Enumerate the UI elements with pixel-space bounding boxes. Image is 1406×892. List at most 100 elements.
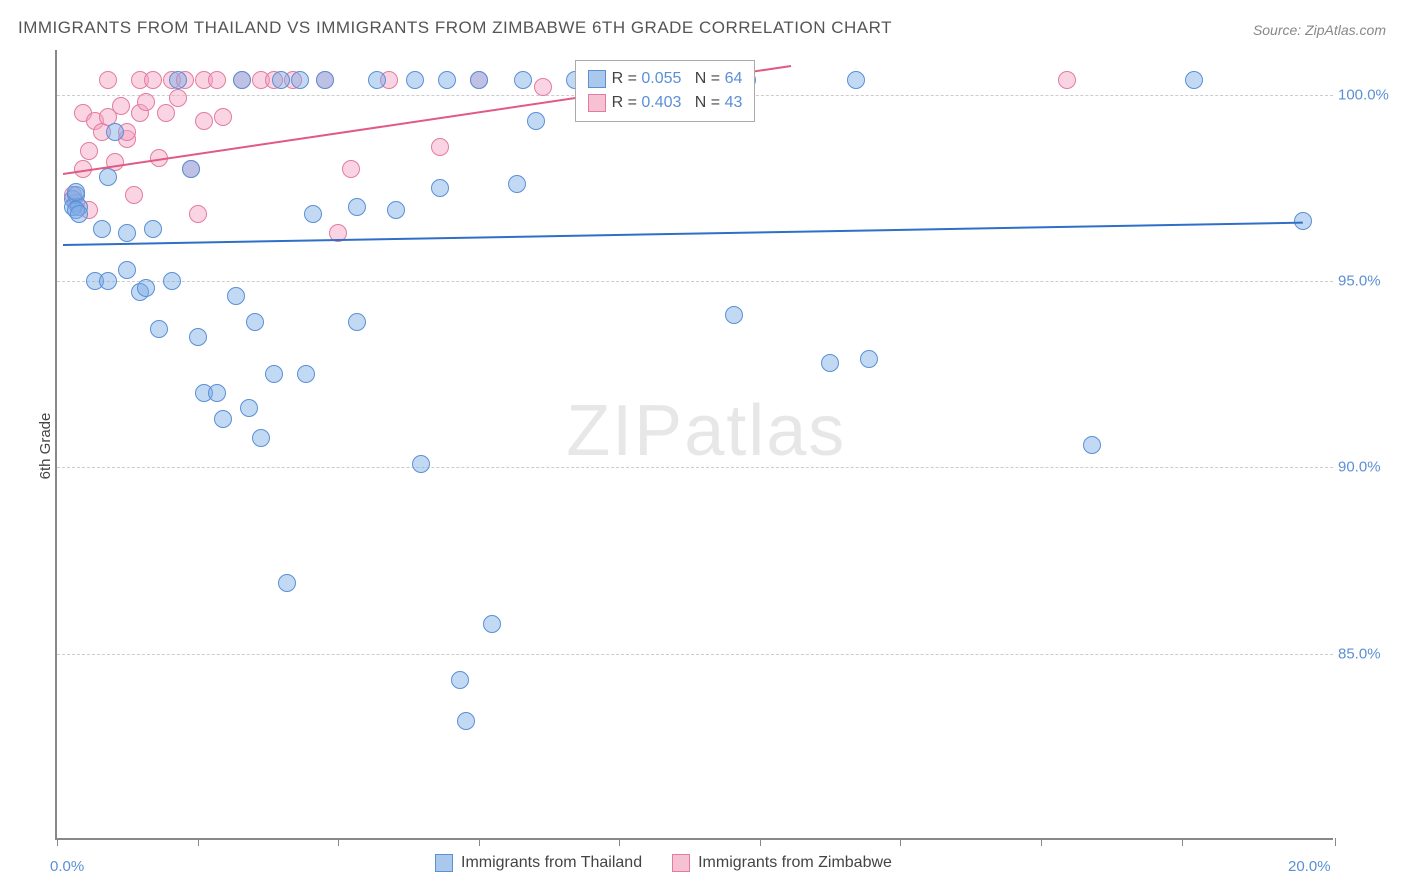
stats-text: R = 0.055 N = 64 (612, 67, 743, 91)
scatter-point (208, 384, 226, 402)
scatter-point (137, 93, 155, 111)
legend-label: Immigrants from Thailand (461, 854, 642, 872)
scatter-point (821, 354, 839, 372)
scatter-point (150, 320, 168, 338)
scatter-point (431, 138, 449, 156)
scatter-point (93, 220, 111, 238)
scatter-point (125, 186, 143, 204)
scatter-point (67, 183, 85, 201)
scatter-point (342, 160, 360, 178)
scatter-point (118, 261, 136, 279)
scatter-point (291, 71, 309, 89)
legend-item: Immigrants from Thailand (435, 854, 642, 872)
scatter-point (348, 198, 366, 216)
scatter-point (99, 71, 117, 89)
scatter-point (508, 175, 526, 193)
xtick (198, 838, 199, 846)
scatter-point (157, 104, 175, 122)
scatter-point (99, 168, 117, 186)
plot-area: 85.0%90.0%95.0%100.0%R = 0.055 N = 64R =… (55, 50, 1333, 840)
scatter-point (240, 399, 258, 417)
scatter-point (431, 179, 449, 197)
scatter-point (534, 78, 552, 96)
scatter-point (406, 71, 424, 89)
scatter-point (106, 123, 124, 141)
legend-label: Immigrants from Zimbabwe (698, 854, 892, 872)
scatter-point (208, 71, 226, 89)
xtick (1182, 838, 1183, 846)
y-axis-label: 6th Grade (37, 413, 54, 480)
scatter-point (725, 306, 743, 324)
scatter-point (214, 410, 232, 428)
scatter-point (368, 71, 386, 89)
scatter-point (80, 142, 98, 160)
bottom-legend: Immigrants from Thailand Immigrants from … (435, 854, 892, 872)
scatter-point (195, 112, 213, 130)
stats-text: R = 0.403 N = 43 (612, 91, 743, 115)
scatter-point (304, 205, 322, 223)
ytick-label: 90.0% (1338, 459, 1398, 476)
scatter-point (214, 108, 232, 126)
ytick-label: 100.0% (1338, 86, 1398, 103)
scatter-point (438, 71, 456, 89)
legend-swatch (588, 94, 606, 112)
scatter-point (265, 365, 283, 383)
scatter-point (1083, 436, 1101, 454)
scatter-point (1058, 71, 1076, 89)
xtick (1041, 838, 1042, 846)
scatter-point (227, 287, 245, 305)
ytick-label: 85.0% (1338, 645, 1398, 662)
scatter-point (182, 160, 200, 178)
scatter-point (527, 112, 545, 130)
chart-container: IMMIGRANTS FROM THAILAND VS IMMIGRANTS F… (0, 0, 1406, 892)
source-label: Source: ZipAtlas.com (1253, 22, 1386, 38)
scatter-point (297, 365, 315, 383)
legend-item: Immigrants from Zimbabwe (672, 854, 892, 872)
xtick (900, 838, 901, 846)
gridline (57, 281, 1333, 282)
legend-swatch (672, 854, 690, 872)
scatter-point (483, 615, 501, 633)
scatter-point (847, 71, 865, 89)
trend-line (63, 221, 1303, 245)
scatter-point (99, 272, 117, 290)
scatter-point (70, 205, 88, 223)
scatter-point (233, 71, 251, 89)
scatter-point (169, 71, 187, 89)
scatter-point (118, 224, 136, 242)
scatter-point (412, 455, 430, 473)
scatter-point (1185, 71, 1203, 89)
legend-swatch (435, 854, 453, 872)
scatter-point (514, 71, 532, 89)
xtick (57, 838, 58, 846)
scatter-point (246, 313, 264, 331)
scatter-point (272, 71, 290, 89)
xtick (760, 838, 761, 846)
legend-swatch (588, 70, 606, 88)
chart-title: IMMIGRANTS FROM THAILAND VS IMMIGRANTS F… (18, 18, 892, 38)
scatter-point (137, 279, 155, 297)
stats-legend-row: R = 0.403 N = 43 (588, 91, 743, 115)
scatter-point (348, 313, 366, 331)
scatter-point (278, 574, 296, 592)
scatter-point (189, 328, 207, 346)
scatter-point (163, 272, 181, 290)
xtick (1335, 838, 1336, 846)
scatter-point (144, 220, 162, 238)
xtick (619, 838, 620, 846)
scatter-point (860, 350, 878, 368)
stats-legend-row: R = 0.055 N = 64 (588, 67, 743, 91)
scatter-point (457, 712, 475, 730)
scatter-point (252, 429, 270, 447)
scatter-point (316, 71, 334, 89)
stats-legend: R = 0.055 N = 64R = 0.403 N = 43 (575, 60, 756, 122)
gridline (57, 467, 1333, 468)
scatter-point (112, 97, 130, 115)
scatter-point (144, 71, 162, 89)
scatter-point (387, 201, 405, 219)
scatter-point (470, 71, 488, 89)
gridline (57, 654, 1333, 655)
ytick-label: 95.0% (1338, 273, 1398, 290)
xaxis-max-label: 20.0% (1288, 858, 1331, 875)
xtick (479, 838, 480, 846)
